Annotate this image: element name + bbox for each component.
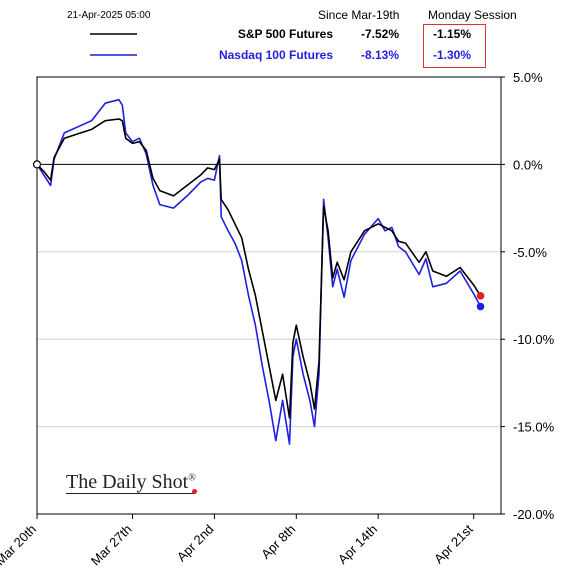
x-tick-label: Mar 27th	[88, 522, 135, 569]
col2-header: Monday Session	[428, 8, 517, 22]
sp500-session-value: -1.15%	[432, 27, 471, 41]
x-tick-label: Mar 20th	[0, 522, 39, 569]
y-axis: 5.0% 0.0% -5.0% -10.0% -15.0% -20.0%	[501, 70, 555, 522]
brand-mark: ®	[188, 472, 196, 484]
timestamp: 21-Apr-2025 05:00	[67, 10, 151, 21]
brand-logo: The Daily Shot®	[66, 471, 196, 494]
series-line-sp500	[36, 118, 482, 419]
y-tick-label: 5.0%	[513, 70, 543, 85]
brand-name: The Daily Shot	[66, 471, 189, 493]
legend-label-sp500: S&P 500 Futures	[237, 27, 333, 41]
series-lines	[32, 98, 485, 445]
x-tick-label: Apr 21st	[431, 521, 476, 566]
plot-frame	[36, 76, 502, 515]
x-tick-label: Apr 14th	[335, 522, 380, 567]
legend-label-nasdaq: Nasdaq 100 Futures	[218, 48, 333, 62]
sp500-since-value: -7.52%	[360, 27, 399, 41]
x-axis: Mar 20th Mar 27th Apr 2nd Apr 8th Apr 14th Ap…	[0, 514, 476, 568]
end-marker-nasdaq	[476, 302, 485, 311]
nasdaq-since-value: -8.13%	[360, 48, 399, 62]
session-highlight-box	[423, 24, 486, 68]
y-tick-label: -10.0%	[513, 332, 555, 347]
brand-dot	[192, 489, 197, 494]
series-line-nasdaq	[36, 98, 482, 445]
y-tick-label: 0.0%	[513, 157, 543, 172]
brand-underline	[66, 493, 194, 494]
start-marker	[32, 160, 42, 169]
x-tick-label: Apr 8th	[258, 522, 298, 562]
y-tick-label: -5.0%	[513, 245, 547, 260]
col1-header: Since Mar-19th	[318, 8, 400, 22]
grid-lines	[37, 76, 501, 515]
nasdaq-session-value: -1.30%	[432, 48, 471, 62]
y-tick-label: -15.0%	[513, 420, 555, 435]
end-marker-sp500	[476, 292, 485, 300]
y-tick-label: -20.0%	[513, 507, 555, 522]
x-tick-label: Apr 2nd	[174, 522, 217, 565]
